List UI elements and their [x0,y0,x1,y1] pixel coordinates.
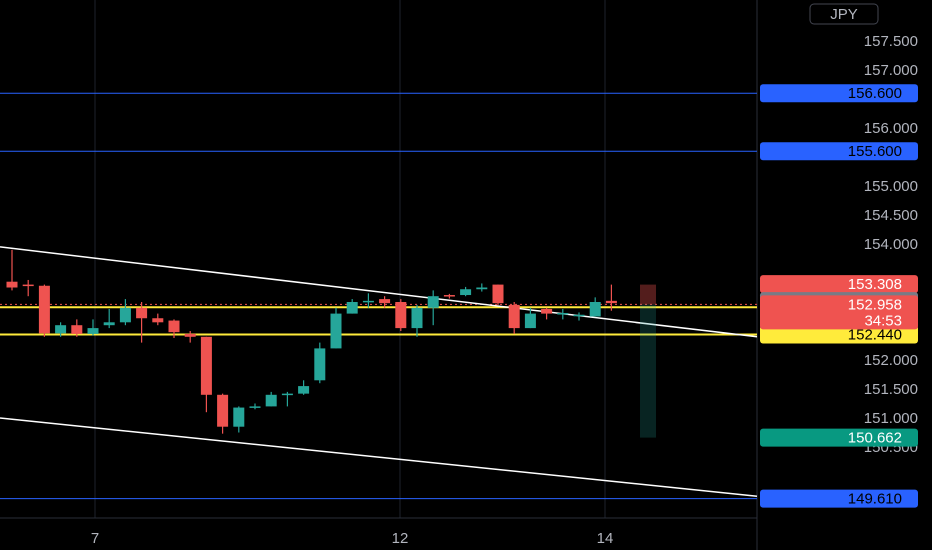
candle-body[interactable] [217,394,229,427]
candle-body[interactable] [152,318,164,323]
price-badge-text: 153.308 [848,276,902,293]
candle-body[interactable] [71,325,83,334]
position-stop-zone [640,284,656,305]
candle-body[interactable] [119,307,131,323]
candle-body[interactable] [87,328,99,334]
candle-body[interactable] [298,386,310,394]
price-level-badge[interactable] [760,84,918,103]
countdown-text: 34:53 [864,312,902,329]
time-tick-label: 7 [91,530,99,547]
price-level-badge-text: 152.440 [848,326,902,343]
time-tick-label: 14 [597,530,614,547]
candle-body[interactable] [103,322,115,326]
candle-body[interactable] [395,302,407,329]
candle-body[interactable] [314,348,326,381]
price-tick-label: 156.000 [864,120,918,137]
price-tick-label: 152.000 [864,352,918,369]
candle-body[interactable] [346,302,358,314]
candle-body[interactable] [249,406,261,408]
price-level-badge-text: 155.600 [848,143,902,160]
price-tick-label: 154.000 [864,236,918,253]
price-tick-label: 151.500 [864,381,918,398]
trendline [0,417,758,498]
candle-body[interactable] [330,313,342,349]
price-badge [760,295,918,330]
price-tick-label: 154.500 [864,207,918,224]
price-tick-label: 155.000 [864,178,918,195]
time-tick-label: 12 [392,530,409,547]
candle-body[interactable] [460,289,472,296]
candle-body[interactable] [265,394,277,407]
position-target-zone [640,304,656,438]
price-tick-label: 157.500 [864,33,918,50]
candle-body[interactable] [427,296,439,308]
candle-body[interactable] [184,333,196,337]
price-level-badge-text: 156.600 [848,85,902,102]
candle-body[interactable] [524,313,536,329]
price-level-badge[interactable] [760,325,918,344]
candle-body[interactable] [443,295,455,297]
price-level-badge[interactable] [760,489,918,508]
price-level-badge-text: 149.610 [848,491,902,508]
price-badge-text: 150.662 [848,430,902,447]
candle-body[interactable] [508,304,520,329]
candle-body[interactable] [541,308,553,314]
candle-body[interactable] [573,314,585,317]
candle-body[interactable] [362,300,374,303]
candle-body[interactable] [476,287,488,290]
currency-label: JPY [830,6,858,23]
candle-body[interactable] [6,281,18,288]
candle-body[interactable] [233,407,245,427]
candle-body[interactable] [200,336,212,395]
price-level-badge[interactable] [760,142,918,161]
candle-body[interactable] [281,393,293,396]
candle-body[interactable] [379,299,391,304]
candle-body[interactable] [411,307,423,329]
currency-button[interactable] [809,3,879,25]
candle-body[interactable] [55,325,67,334]
candle-body[interactable] [605,300,617,304]
candle-body[interactable] [22,284,34,287]
candle-body[interactable] [136,307,148,319]
price-badge [760,275,918,294]
price-badge [760,428,918,447]
candle-body[interactable] [38,285,50,334]
candle-body[interactable] [557,313,569,315]
price-badge-text: 152.958 [848,296,902,313]
candle-body[interactable] [492,284,504,304]
trendline [0,246,758,338]
price-tick-label: 157.000 [864,62,918,79]
candle-body[interactable] [168,320,180,333]
candle-body[interactable] [589,302,601,317]
price-tick-label: 151.000 [864,410,918,427]
